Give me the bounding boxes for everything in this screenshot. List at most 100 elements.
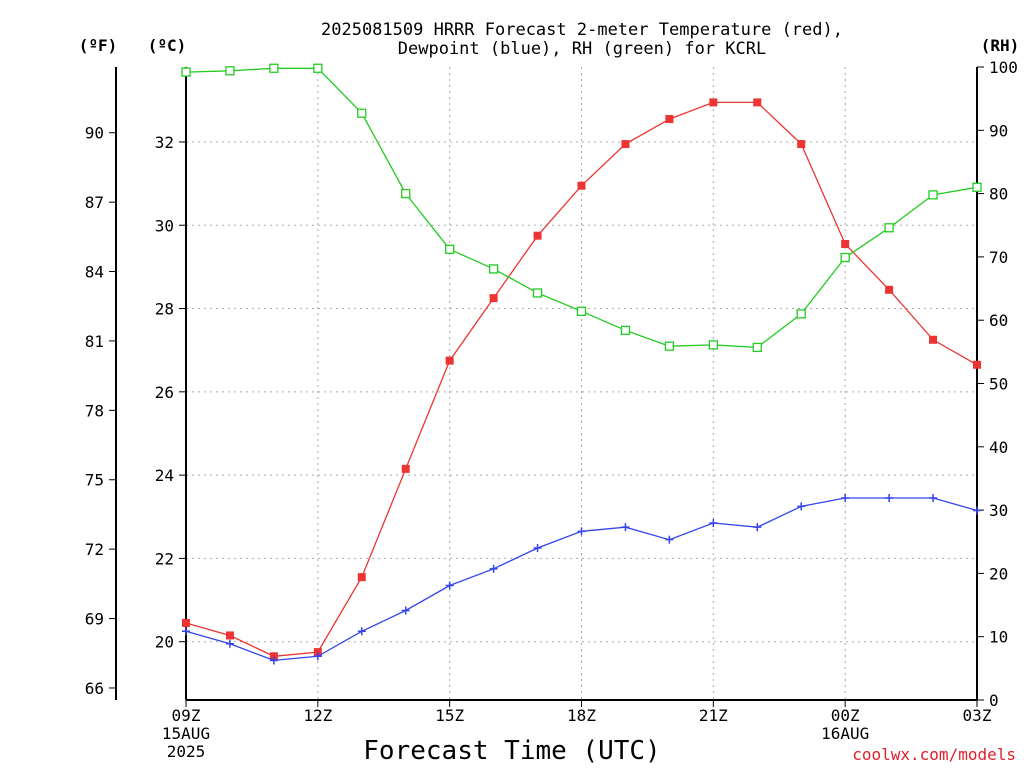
celsius-tick-label: 24 [155,466,174,485]
celsius-unit-label: (ºC) [148,36,187,55]
temperature-point [753,98,762,107]
celsius-tick-label: 20 [155,633,174,652]
temperature-point [621,140,630,149]
dewpoint-point [665,535,674,544]
rh-point [664,341,675,351]
x-tick-label: 18Z [567,706,596,725]
fahrenheit-tick-label: 87 [85,193,104,212]
dewpoint-point [225,639,234,648]
temperature-point [665,115,674,124]
dewpoint-point [269,656,278,665]
temperature-point [357,573,366,582]
celsius-tick-label: 26 [155,383,174,402]
rh-tick-label: 20 [989,564,1008,583]
dewpoint-point [885,494,894,503]
dewpoint-point [709,519,718,528]
dewpoint-point [753,523,762,532]
temperature-point [709,98,718,107]
celsius-tick-label: 22 [155,549,174,568]
fahrenheit-tick-label: 84 [85,263,104,282]
temperature-point [797,140,806,149]
rh-point [840,252,850,263]
celsius-tick-label: 32 [155,133,174,152]
rh-point [357,108,367,118]
celsius-tick-label: 30 [155,216,174,235]
x-tick-label: 21Z [699,706,728,725]
rh-point [401,188,411,199]
temperature-point [182,618,190,627]
rh-point [225,66,235,76]
dewpoint-point [621,523,630,532]
dewpoint-point [797,502,806,511]
grid-lines [186,67,977,700]
fahrenheit-unit-label: (ºF) [79,36,118,55]
fahrenheit-tick-label: 72 [85,540,104,559]
data-series [181,63,982,665]
rh-point [532,288,543,298]
rh-point [313,63,323,73]
rh-point [269,63,279,73]
rh-tick-label: 100 [989,58,1018,77]
rh-unit-label: (RH) [981,36,1020,55]
rh-tick-label: 10 [989,628,1008,647]
rh-point [445,244,455,254]
x-tick-label: 00Z [831,706,860,725]
temperature-point [445,356,454,365]
rh-tick-label: 30 [989,501,1008,520]
dewpoint-point [489,564,498,573]
x-tick-label: 15AUG [162,724,210,743]
fahrenheit-tick-label: 90 [85,124,104,143]
dewpoint-point [533,543,542,552]
fahrenheit-tick-label: 81 [85,332,104,351]
chart-subtitle: Dewpoint (blue), RH (green) for KCRL [398,39,766,59]
rh-tick-label: 70 [989,248,1008,267]
rh-point [884,223,894,233]
rh-tick-label: 50 [989,375,1008,394]
dewpoint-point [929,494,938,503]
fahrenheit-tick-label: 78 [85,401,104,420]
x-tick-label: 03Z [963,706,992,725]
temperature-point [577,181,586,190]
temperature-point [313,648,322,657]
dewpoint-point [182,627,190,636]
rh-point [972,182,982,192]
rh-tick-label: 90 [989,121,1008,140]
rh-point [576,306,587,316]
dewpoint-point [401,606,410,615]
x-tick-label: 16AUG [821,724,869,743]
temperature-point [929,335,938,344]
credit-label: coolwx.com/models [852,745,1016,764]
temperature-point [401,464,410,473]
fahrenheit-tick-label: 75 [85,471,104,490]
temperature-point [885,285,894,294]
rh-point [796,309,806,319]
dewpoint-point [445,581,454,590]
temperature-point [533,231,542,240]
rh-tick-label: 60 [989,311,1008,330]
rh-point [928,190,938,200]
dewpoint-point [841,494,850,503]
axes [115,67,978,701]
temperature-point [225,631,234,640]
dewpoint-point [313,652,322,661]
rh-tick-label: 0 [989,691,999,710]
rh-point [620,325,631,335]
rh-tick-label: 40 [989,438,1008,457]
x-tick-label: 15Z [435,706,464,725]
temperature-point [269,652,278,661]
rh-point [181,67,191,77]
temperature-point [973,360,981,369]
x-tick-label: 09Z [172,706,201,725]
dewpoint-point [577,527,586,536]
rh-point [752,342,762,353]
temperature-point [489,294,498,303]
temperature-point [841,239,850,248]
dewpoint-line [185,497,978,662]
dewpoint-point [357,627,366,636]
celsius-tick-label: 28 [155,300,174,319]
x-tick-label: 12Z [303,706,332,725]
rh-point [488,264,499,274]
rh-tick-label: 80 [989,185,1008,204]
fahrenheit-tick-label: 69 [85,610,104,629]
